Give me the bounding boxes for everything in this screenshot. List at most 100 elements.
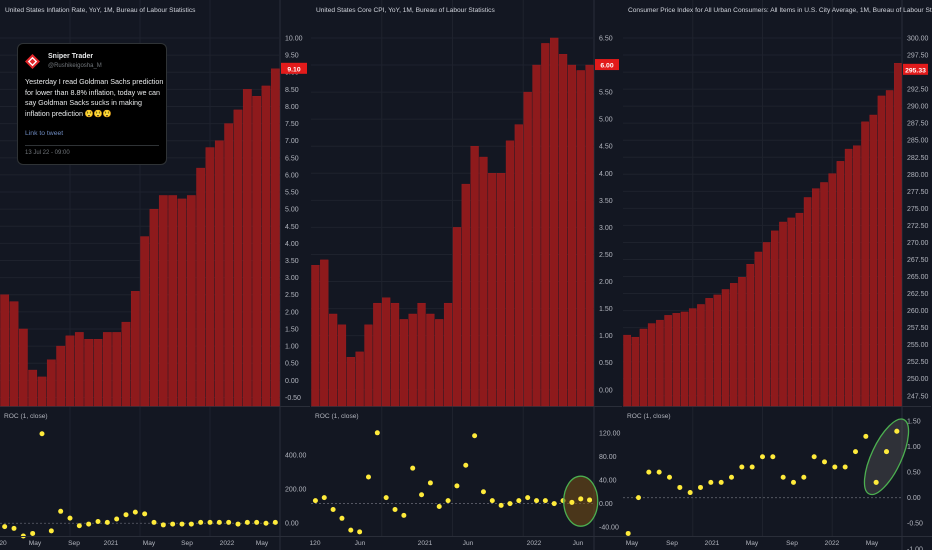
bar bbox=[390, 302, 400, 407]
roc-point bbox=[525, 495, 531, 501]
bar bbox=[721, 289, 730, 407]
roc-y-tick-label: -0.50 bbox=[907, 521, 923, 528]
roc-point bbox=[551, 501, 557, 507]
y-tick-label: 4.50 bbox=[599, 144, 613, 151]
roc-title: ROC (1, close) bbox=[627, 413, 671, 420]
roc-point bbox=[636, 495, 641, 501]
bar bbox=[505, 140, 515, 407]
bar bbox=[399, 319, 408, 407]
y-tick-label: 2.50 bbox=[599, 252, 613, 259]
roc-y-tick-label: 120.00 bbox=[599, 430, 621, 437]
roc-y-tick-label: -1.00 bbox=[907, 546, 923, 550]
roc-point bbox=[188, 521, 194, 527]
bar bbox=[74, 332, 84, 407]
bar bbox=[443, 302, 453, 407]
roc-point bbox=[780, 474, 786, 480]
roc-point bbox=[507, 501, 513, 507]
bar bbox=[523, 91, 532, 407]
panel-title: United States Inflation Rate, YoY, 1M, B… bbox=[5, 7, 196, 14]
y-tick-label: 4.00 bbox=[599, 171, 613, 178]
bar bbox=[346, 357, 355, 407]
roc-y-tick-label: 1.00 bbox=[907, 444, 921, 451]
roc-point bbox=[427, 480, 433, 486]
roc-point bbox=[272, 519, 278, 525]
roc-point bbox=[811, 454, 817, 460]
bar bbox=[488, 173, 497, 407]
bar bbox=[497, 173, 506, 407]
roc-point bbox=[760, 454, 765, 460]
bar bbox=[688, 308, 697, 407]
bar bbox=[680, 311, 689, 407]
bar bbox=[894, 63, 902, 407]
bar bbox=[261, 85, 271, 407]
roc-point bbox=[498, 502, 504, 508]
roc-point bbox=[410, 465, 416, 471]
y-tick-label: 292.50 bbox=[907, 87, 929, 94]
tweet-card[interactable]: Sniper Trader @Rushikeigosha_M Yesterday… bbox=[17, 43, 167, 165]
roc-point bbox=[383, 495, 389, 501]
roc-point bbox=[39, 431, 45, 437]
bar bbox=[803, 197, 812, 407]
bar bbox=[877, 95, 886, 407]
bar bbox=[177, 198, 187, 407]
bar bbox=[461, 183, 470, 407]
y-tick-label: 6.00 bbox=[285, 172, 299, 179]
roc-point bbox=[770, 454, 776, 460]
last-value-label: 9.10 bbox=[287, 66, 300, 73]
bar bbox=[186, 195, 196, 407]
roc-point bbox=[198, 519, 204, 525]
bar bbox=[885, 90, 894, 407]
roc-point bbox=[445, 498, 451, 504]
bar bbox=[746, 264, 754, 407]
roc-point bbox=[454, 483, 460, 489]
bar bbox=[328, 313, 338, 407]
roc-y-tick-label: -40.00 bbox=[599, 525, 619, 532]
bar bbox=[130, 291, 140, 407]
roc-point bbox=[749, 464, 755, 470]
chart-panel-2: 6.50 6.00 5.50 5.00 4.50 4.00 3.50 3.00 2.50 2.00… bbox=[309, 0, 622, 550]
x-tick-label: Sep bbox=[68, 540, 80, 547]
bar bbox=[46, 359, 56, 407]
y-tick-label: 285.00 bbox=[907, 138, 929, 145]
y-tick-label: 265.00 bbox=[907, 274, 929, 281]
roc-point bbox=[30, 530, 36, 536]
y-tick-label: 2.00 bbox=[599, 279, 613, 286]
y-tick-label: 3.50 bbox=[285, 258, 299, 265]
y-tick-label: 3.50 bbox=[599, 198, 613, 205]
last-value-label: 6.00 bbox=[600, 63, 613, 70]
roc-point bbox=[244, 519, 250, 525]
tweet-divider bbox=[25, 145, 159, 146]
bar bbox=[754, 251, 763, 407]
roc-point bbox=[160, 522, 166, 528]
roc-point bbox=[48, 528, 54, 534]
roc-point bbox=[374, 430, 380, 436]
bar bbox=[514, 124, 523, 407]
y-tick-label: 247.50 bbox=[907, 393, 929, 400]
x-tick-label: 20 bbox=[0, 540, 7, 547]
roc-y-tick-label: 0.50 bbox=[907, 470, 921, 477]
bar bbox=[121, 321, 131, 407]
roc-point bbox=[339, 515, 345, 521]
y-tick-label: 277.50 bbox=[907, 189, 929, 196]
bar bbox=[623, 334, 631, 407]
tweet-link[interactable]: Link to tweet bbox=[25, 130, 64, 137]
roc-y-tick-label: 0.00 bbox=[907, 495, 921, 502]
bar bbox=[0, 294, 10, 407]
bar bbox=[355, 351, 364, 407]
y-tick-label: 257.50 bbox=[907, 325, 929, 332]
x-tick-label: May bbox=[746, 540, 759, 547]
x-tick-label: 120 bbox=[309, 540, 320, 547]
x-tick-label: Jun bbox=[355, 540, 366, 547]
roc-point bbox=[132, 509, 138, 515]
x-tick-label: Sep bbox=[666, 540, 678, 547]
x-tick-label: 2022 bbox=[527, 540, 542, 547]
roc-point bbox=[170, 521, 176, 527]
y-tick-label: 280.00 bbox=[907, 172, 929, 179]
bar bbox=[435, 319, 444, 407]
bar bbox=[102, 332, 112, 407]
roc-point bbox=[2, 524, 8, 530]
bar bbox=[532, 64, 541, 407]
bar bbox=[828, 173, 837, 407]
y-tick-label: 3.00 bbox=[599, 225, 613, 232]
bar bbox=[28, 369, 38, 407]
